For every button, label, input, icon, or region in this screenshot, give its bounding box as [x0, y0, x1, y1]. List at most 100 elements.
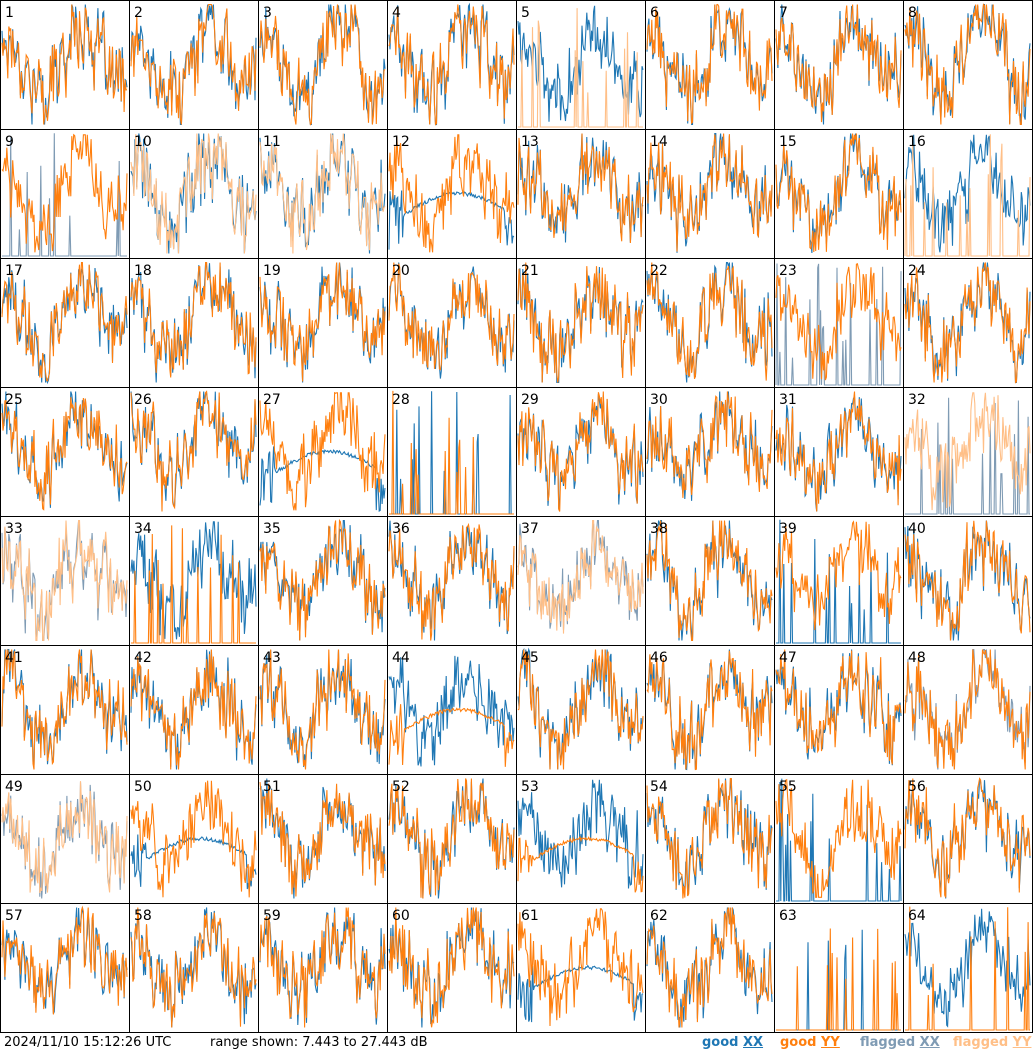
series-yy-line — [775, 133, 902, 253]
tile-1: 1 — [0, 0, 130, 130]
tile-label: 63 — [779, 908, 797, 924]
series-xx-line — [517, 779, 644, 889]
tile-43: 43 — [258, 645, 388, 775]
tile-24: 24 — [903, 258, 1033, 388]
series-xx-line — [259, 446, 386, 512]
tile-20: 20 — [387, 258, 517, 388]
series-yy-line — [388, 134, 515, 253]
tile-35: 35 — [258, 516, 388, 646]
tile-label: 9 — [5, 134, 14, 150]
tile-32: 32 — [903, 387, 1033, 517]
tile-label: 8 — [908, 5, 917, 21]
tile-label: 15 — [779, 134, 797, 150]
tile-42: 42 — [129, 645, 259, 775]
series-yy-line — [130, 780, 257, 898]
tile-label: 25 — [5, 392, 23, 408]
tile-label: 3 — [263, 5, 272, 21]
tile-22: 22 — [645, 258, 775, 388]
series-xx-line — [904, 908, 1031, 1028]
tile-34: 34 — [129, 516, 259, 646]
tile-19: 19 — [258, 258, 388, 388]
series-yy-line — [130, 261, 257, 378]
tile-54: 54 — [645, 774, 775, 904]
tile-label: 44 — [392, 650, 410, 666]
series-xx-line — [1, 648, 128, 765]
tile-label: 39 — [779, 521, 797, 537]
tile-64: 64 — [903, 903, 1033, 1033]
range-label: range shown: 7.443 to 27.443 dB — [210, 1035, 428, 1050]
tile-4: 4 — [387, 0, 517, 130]
tile-26: 26 — [129, 387, 259, 517]
tile-label: 13 — [521, 134, 539, 150]
tile-6: 6 — [645, 0, 775, 130]
series-xx-line — [517, 5, 644, 122]
tile-41: 41 — [0, 645, 130, 775]
series-yy-line — [775, 263, 902, 381]
series-xx-line — [776, 929, 901, 1031]
tile-label: 36 — [392, 521, 410, 537]
legend-good-yy: good YY — [780, 1035, 840, 1050]
tile-23: 23 — [774, 258, 904, 388]
tile-63: 63 — [774, 903, 904, 1033]
tile-label: 34 — [134, 521, 152, 537]
series-xx-line — [259, 649, 386, 767]
series-yy-line — [388, 704, 515, 767]
legend-good-xx-pol: XX — [743, 1035, 764, 1050]
series-yy-line — [388, 778, 515, 899]
series-yy-line — [517, 391, 644, 512]
series-yy-line — [646, 520, 773, 642]
series-yy-line — [646, 650, 773, 771]
series-xx-line — [130, 262, 257, 383]
series-yy-line — [259, 391, 386, 511]
series-yy-line — [905, 906, 1030, 1031]
tile-label: 61 — [521, 908, 539, 924]
series-yy-line — [259, 4, 386, 126]
tile-59: 59 — [258, 903, 388, 1033]
tile-label: 19 — [263, 263, 281, 279]
series-xx-line — [389, 391, 514, 515]
series-xx-line — [776, 519, 901, 644]
tile-51: 51 — [258, 774, 388, 904]
tile-label: 56 — [908, 779, 926, 795]
series-yy-line — [775, 520, 902, 631]
series-yy-line — [259, 262, 386, 382]
tile-label: 1 — [5, 5, 14, 21]
series-yy-line — [904, 134, 1031, 257]
tile-3: 3 — [258, 0, 388, 130]
tile-label: 46 — [650, 650, 668, 666]
legend-flagged-yy: flagged YY — [953, 1035, 1032, 1050]
tile-9: 9 — [0, 129, 130, 259]
series-yy-line — [517, 133, 644, 244]
series-xx-line — [775, 395, 902, 512]
series-yy-line — [1, 261, 128, 382]
tile-53: 53 — [516, 774, 646, 904]
tile-10: 10 — [129, 129, 259, 259]
tile-27: 27 — [258, 387, 388, 517]
tile-label: 42 — [134, 650, 152, 666]
series-yy-line — [775, 391, 902, 512]
tile-13: 13 — [516, 129, 646, 259]
legend-flagged-yy-pol: YY — [1012, 1035, 1032, 1050]
tile-55: 55 — [774, 774, 904, 904]
tile-50: 50 — [129, 774, 259, 904]
legend-flagged-xx: flagged XX — [860, 1035, 940, 1050]
tile-label: 2 — [134, 5, 143, 21]
tile-label: 33 — [5, 521, 23, 537]
tile-label: 54 — [650, 779, 668, 795]
series-yy-line — [775, 649, 902, 765]
series-yy-line — [904, 3, 1031, 126]
series-yy-line — [1, 649, 128, 770]
tile-label: 59 — [263, 908, 281, 924]
series-yy-line — [517, 835, 644, 893]
series-yy-line — [131, 525, 256, 644]
series-yy-line — [1, 781, 128, 894]
tile-label: 53 — [521, 779, 539, 795]
tile-28: 28 — [387, 387, 517, 517]
tile-48: 48 — [903, 645, 1033, 775]
series-yy-line — [259, 782, 386, 897]
legend-good-yy-prefix: good — [780, 1035, 821, 1050]
series-yy-line — [904, 777, 1031, 898]
series-yy-line — [518, 8, 643, 128]
series-yy-line — [646, 262, 773, 381]
tile-37: 37 — [516, 516, 646, 646]
